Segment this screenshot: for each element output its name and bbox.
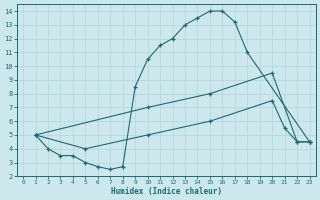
- X-axis label: Humidex (Indice chaleur): Humidex (Indice chaleur): [111, 187, 222, 196]
